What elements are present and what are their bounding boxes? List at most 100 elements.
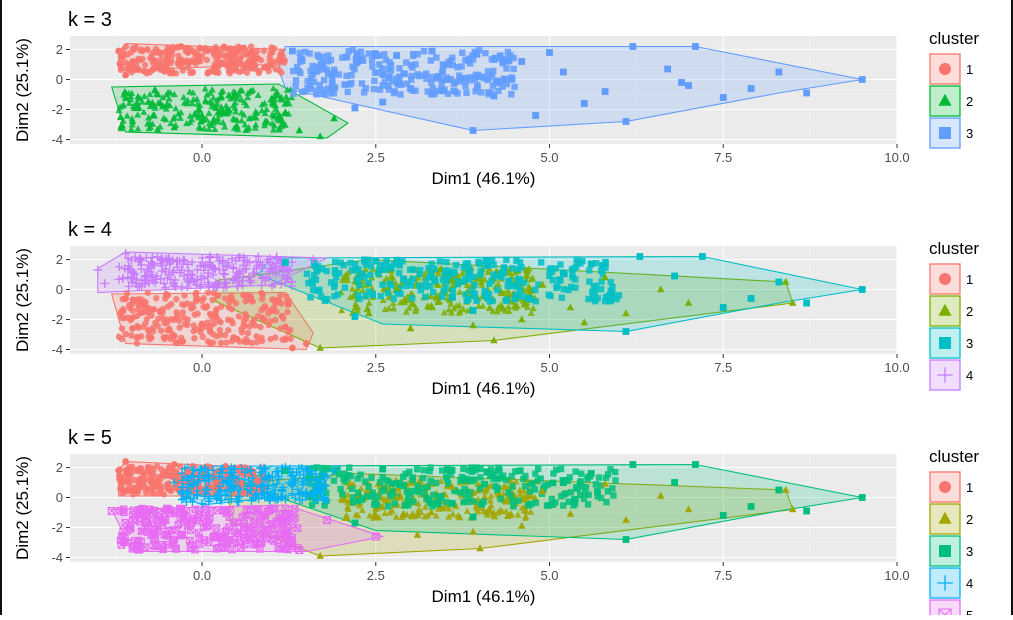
cluster-4-point [179,271,189,281]
cluster-5-point [205,514,213,523]
cluster-2-point [245,123,253,131]
cluster-1-point [144,326,152,334]
cluster-3-point [427,270,435,277]
cluster-2-point [516,490,524,497]
cluster-3-point [426,499,433,507]
cluster-3-point [747,503,755,510]
cluster-4-point [246,466,256,475]
cluster-4-point [222,282,231,292]
cluster-3-point [462,260,469,268]
cluster-1-point [179,338,186,345]
cluster-3-point [347,472,354,480]
cluster-5-point [177,531,186,539]
cluster-3-point [402,59,410,66]
cluster-3-point [323,66,331,74]
cluster-4-point [288,489,297,498]
cluster-3-point [629,461,637,468]
cluster-2-point [316,551,324,559]
cluster-3-point [439,276,446,284]
cluster-2-point [146,123,155,130]
cluster-3-point [350,494,357,501]
cluster-3-point [353,59,360,67]
cluster-1-point [161,320,168,327]
cluster-4-point [114,275,124,284]
cluster-3-point [557,465,565,473]
cluster-3-point [346,81,354,88]
cluster-5-point [142,519,151,527]
x-tick-label: 7.5 [714,568,732,583]
cluster-2-point [487,492,495,499]
cluster-3-point [336,269,343,277]
cluster-3-point [322,489,330,497]
cluster-1-point [267,335,274,343]
cluster-3-point [595,474,603,481]
cluster-4-point [287,471,296,480]
cluster-1-point [157,56,165,63]
cluster-4-point [247,496,256,505]
cluster-3-point [470,498,478,505]
cluster-3-point [445,267,453,275]
cluster-4-point [309,490,318,499]
cluster-2-point [269,84,277,92]
cluster-4-point [283,274,293,284]
cluster-1-point [247,293,255,301]
cluster-4-point [308,255,318,264]
cluster-2-point [580,318,589,326]
cluster-3-point [459,49,466,56]
cluster-2-point [244,93,252,101]
cluster-2-point [413,530,422,538]
cluster-3-point [310,271,318,279]
cluster-3-point [560,68,567,76]
cluster-1-point [146,335,153,343]
cluster-3-point [525,501,533,509]
cluster-3-point [313,63,321,71]
cluster-4-point [205,258,215,267]
cluster-1-point [226,52,234,59]
cluster-3-point [692,461,699,468]
cluster-2-point [445,513,453,520]
cluster-2-point [478,281,486,288]
cluster-4-point [240,264,250,274]
cluster-3-point [394,80,401,87]
cluster-4-point [263,481,273,491]
cluster-3-point [504,282,511,290]
cluster-3-point [469,513,477,521]
cluster-1-point [170,461,178,468]
cluster-3-point [341,478,348,485]
cluster-3-point [601,88,609,95]
cluster-1-point [124,314,132,321]
cluster-4-point [248,474,257,483]
y-tick-label: 2 [56,252,63,267]
cluster-3-point [528,480,535,488]
cluster-3-point [517,467,524,474]
cluster-1-point [156,490,163,497]
cluster-3-point [325,85,332,92]
cluster-1-point [246,323,254,330]
cluster-3-point [490,67,497,75]
cluster-2-point [163,91,171,98]
cluster-2-point [487,502,495,509]
cluster-1-point [275,56,282,63]
cluster-2-point [399,511,407,518]
cluster-2-point [330,114,338,122]
y-tick-label: 0 [56,72,63,87]
cluster-3-point [461,485,468,493]
cluster-3-point [443,465,451,473]
cluster-3-point [319,472,326,480]
cluster-3-point [465,495,472,502]
cluster-2-point [566,303,575,311]
cluster-4-point [245,258,254,267]
cluster-2-point [363,486,371,494]
cluster-3-point [371,49,379,57]
cluster-3-point [379,82,386,89]
cluster-3-point [350,499,357,506]
cluster-5-point [128,544,137,553]
legend-label: 3 [966,126,973,141]
cluster-1-point [225,304,233,311]
cluster-3-point [466,74,474,81]
cluster-3-point [469,307,477,314]
cluster-4-point [266,492,275,501]
cluster-3-point [400,275,407,283]
legend-label: 4 [966,368,973,383]
cluster-2-point [343,276,351,284]
